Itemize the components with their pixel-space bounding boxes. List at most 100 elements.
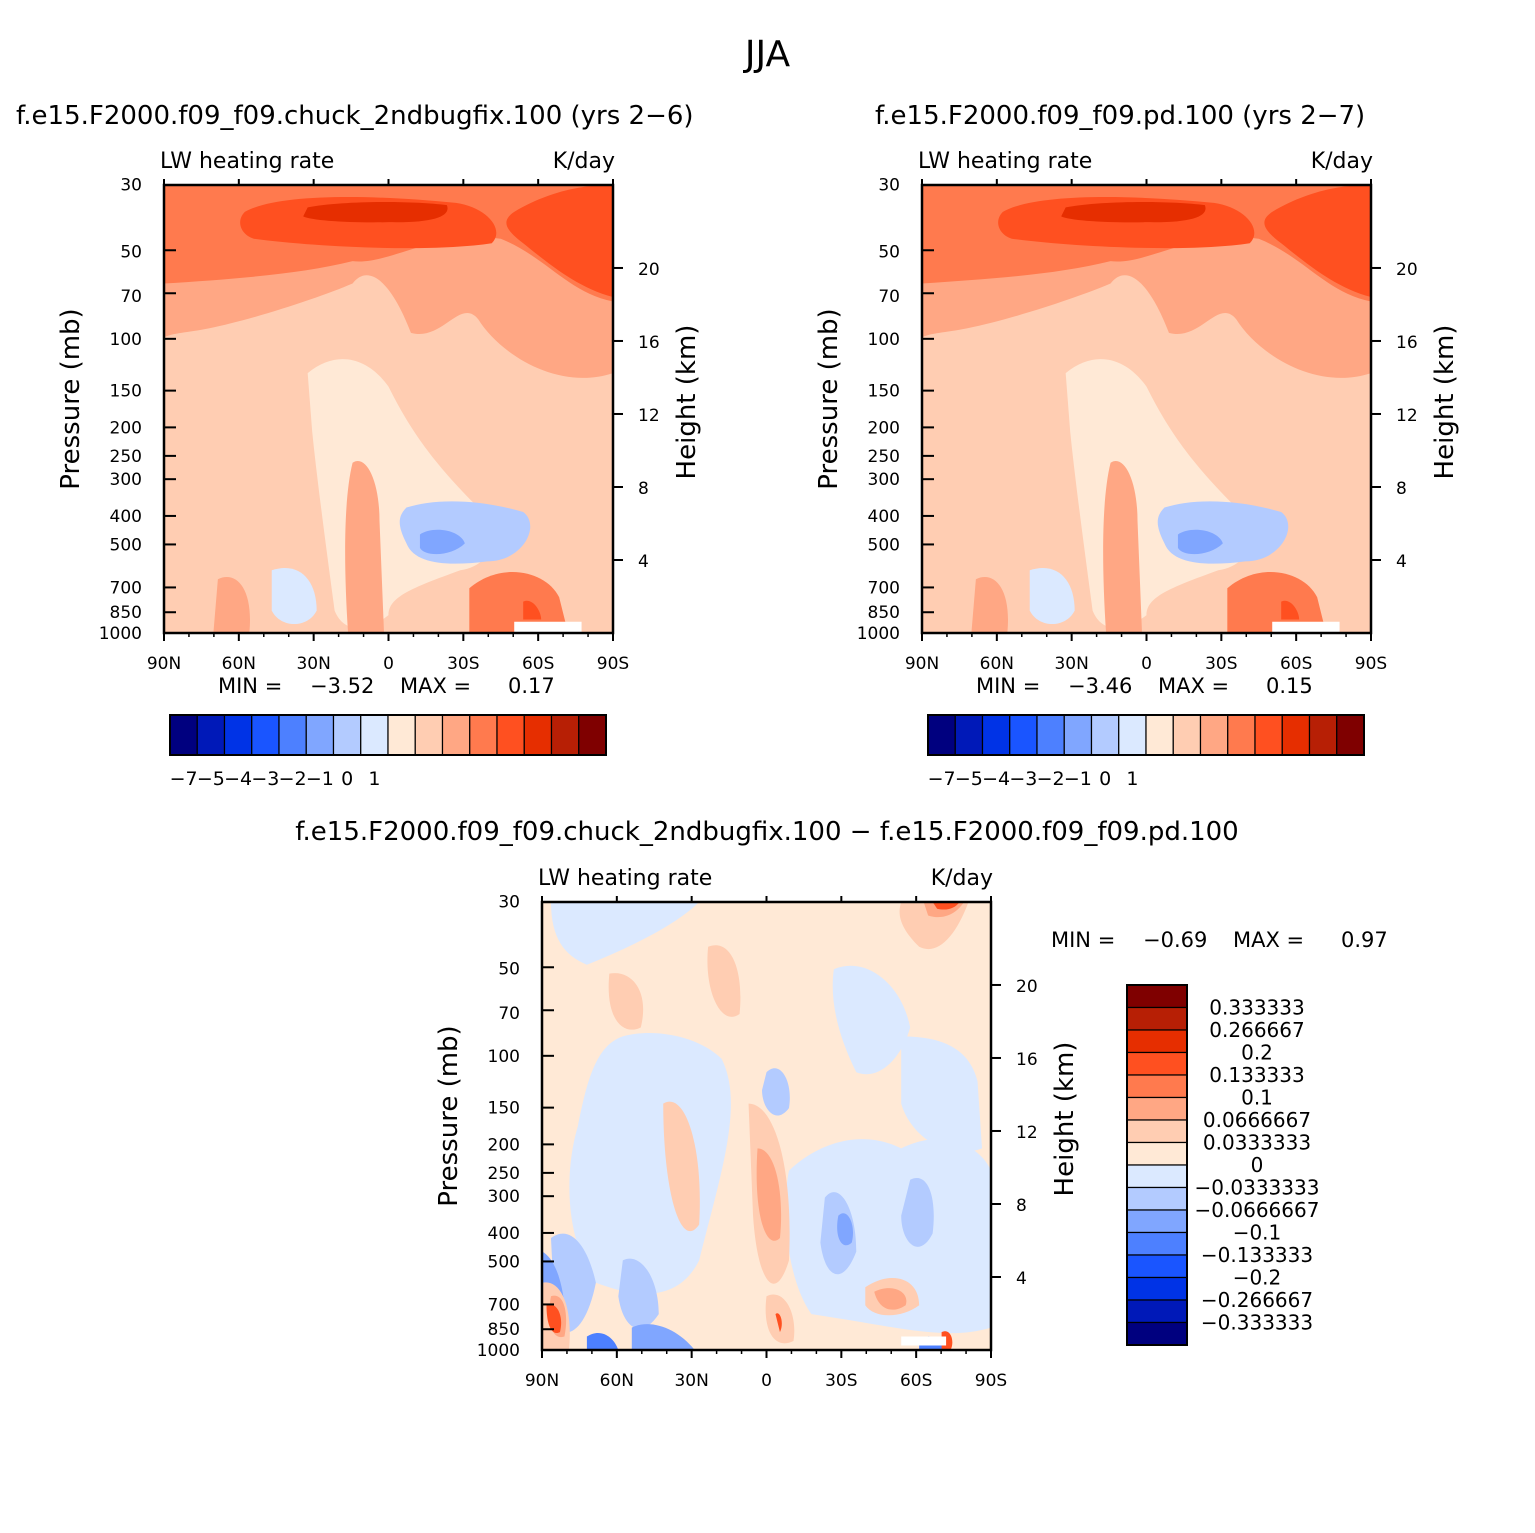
colorbar-label: 0.133333: [1209, 1063, 1304, 1087]
colorbar-2: −7 −5 −4 −3 −2 −1 0 1: [927, 714, 1365, 790]
contour-region: [1157, 501, 1289, 564]
contour-region: [550, 1068, 934, 1333]
y-tick-label: 100: [110, 330, 142, 350]
max-label: MAX =: [1158, 674, 1229, 698]
colorbar-swatch: [1199, 714, 1229, 756]
panel-title: f.e15.F2000.f09_f09.chuck_2ndbugfix.100 …: [295, 817, 1238, 847]
colorbar-swatch: [414, 714, 444, 756]
colorbar-swatch: [1126, 1299, 1188, 1324]
colorbar-1: −7 −5 −4 −3 −2 −1 0 1: [169, 714, 607, 790]
colorbar-label: −0.133333: [1201, 1243, 1313, 1267]
colorbar-swatch: [496, 714, 525, 756]
contour-region: [419, 529, 465, 555]
x-tick-label: 60S: [900, 1371, 932, 1391]
y-tick-label: 400: [110, 507, 142, 527]
contour-shape: [1061, 202, 1206, 223]
y-tick-label: 400: [488, 1224, 520, 1244]
x-tick-label: 60S: [1280, 654, 1312, 674]
x-tick-label: 90N: [905, 654, 939, 674]
colorbar-swatch: [1126, 1029, 1188, 1054]
height-tick-label: 12: [638, 406, 660, 426]
colorbar-swatch: [578, 714, 607, 756]
y-tick-label: 400: [868, 507, 900, 527]
colorbar-swatch: [223, 714, 253, 756]
x-tick-label: 90N: [525, 1371, 559, 1391]
colorbar-label: 0: [1251, 1153, 1264, 1177]
min-label: MIN =: [1051, 928, 1115, 952]
colorbar-swatch: [469, 714, 498, 756]
contour-shape: [1157, 501, 1289, 564]
chart-panel-3: f.e15.F2000.f09_f09.chuck_2ndbugfix.100 …: [295, 817, 1388, 1391]
x-tick-label: 30S: [1205, 654, 1237, 674]
contour-region: [542, 902, 969, 1350]
contour-shape: [901, 1336, 947, 1346]
contour-region: [1281, 600, 1300, 620]
colorbar-swatch: [927, 714, 956, 756]
x-tick-label: 90S: [975, 1371, 1007, 1391]
y-tick-label: 300: [110, 470, 142, 490]
x-tick-label: 30N: [1054, 654, 1088, 674]
y-axis-label: Pressure (mb): [434, 1025, 464, 1206]
y-axis-right-label: Height (km): [672, 325, 702, 480]
x-tick-label: 60N: [600, 1371, 634, 1391]
colorbar-label: −5: [955, 768, 983, 790]
contour-fills: [922, 185, 1371, 633]
min-label: MIN =: [218, 674, 282, 698]
y-axis-label: Pressure (mb): [56, 308, 86, 489]
colorbar-label: −1: [1064, 768, 1092, 790]
contour-shape: [469, 571, 569, 633]
colorbar-label: 0.0666667: [1203, 1108, 1311, 1132]
contour-region: [303, 202, 448, 223]
min-value: −0.69: [1143, 928, 1207, 952]
colorbar-swatch: [1336, 714, 1365, 756]
y-tick-label: 850: [488, 1320, 520, 1340]
contour-region: [514, 621, 582, 633]
colorbar-swatch: [360, 714, 389, 756]
colorbar-label: 0.333333: [1209, 996, 1304, 1020]
y-tick-label: 70: [878, 287, 900, 307]
contour-region: [550, 902, 991, 1334]
colorbar-swatch: [387, 714, 416, 756]
x-tick-label: 90S: [1355, 654, 1387, 674]
colorbar-swatch: [1281, 714, 1311, 756]
contour-shape: [550, 902, 991, 1334]
colorbar-swatch: [332, 714, 362, 756]
colorbar-swatch: [1126, 1231, 1188, 1256]
contour-shape: [213, 461, 385, 633]
contour-region: [213, 461, 385, 633]
y-tick-label: 100: [868, 330, 900, 350]
colorbar-swatch: [1126, 1141, 1188, 1166]
colorbar-swatch: [169, 714, 198, 756]
contour-shape: [1281, 600, 1300, 620]
colorbar-label: −4: [982, 768, 1010, 790]
colorbar-swatch: [1126, 1119, 1188, 1144]
y-tick-label: 150: [110, 382, 142, 402]
y-axis-label: Pressure (mb): [814, 308, 844, 489]
y-tick-label: 50: [878, 242, 900, 262]
y-tick-label: 200: [868, 418, 900, 438]
contour-region: [523, 600, 542, 620]
x-tick-label: 60N: [980, 654, 1014, 674]
contour-region: [1227, 571, 1327, 633]
colorbar-swatch: [1126, 1209, 1188, 1234]
y-tick-label: 200: [110, 418, 142, 438]
height-tick-label: 4: [1016, 1269, 1027, 1289]
y-tick-label: 1000: [857, 624, 900, 644]
height-tick-label: 16: [1396, 333, 1418, 353]
colorbar-label: 0.266667: [1209, 1018, 1304, 1042]
units-label: K/day: [553, 149, 615, 174]
colorbar-label: −2: [1037, 768, 1065, 790]
y-tick-label: 250: [110, 447, 142, 467]
contour-fills: [164, 185, 613, 633]
y-tick-label: 1000: [477, 1341, 520, 1361]
left-label: LW heating rate: [160, 149, 334, 174]
colorbar-label: 1: [368, 768, 380, 790]
x-tick-label: 0: [1141, 654, 1152, 674]
height-tick-label: 12: [1016, 1123, 1038, 1143]
units-label: K/day: [1311, 149, 1373, 174]
contour-region: [1061, 202, 1206, 223]
colorbar-frame: [927, 714, 1365, 756]
x-tick-label: 60N: [222, 654, 256, 674]
colorbar-swatch: [1036, 714, 1065, 756]
colorbar-swatch: [550, 714, 580, 756]
